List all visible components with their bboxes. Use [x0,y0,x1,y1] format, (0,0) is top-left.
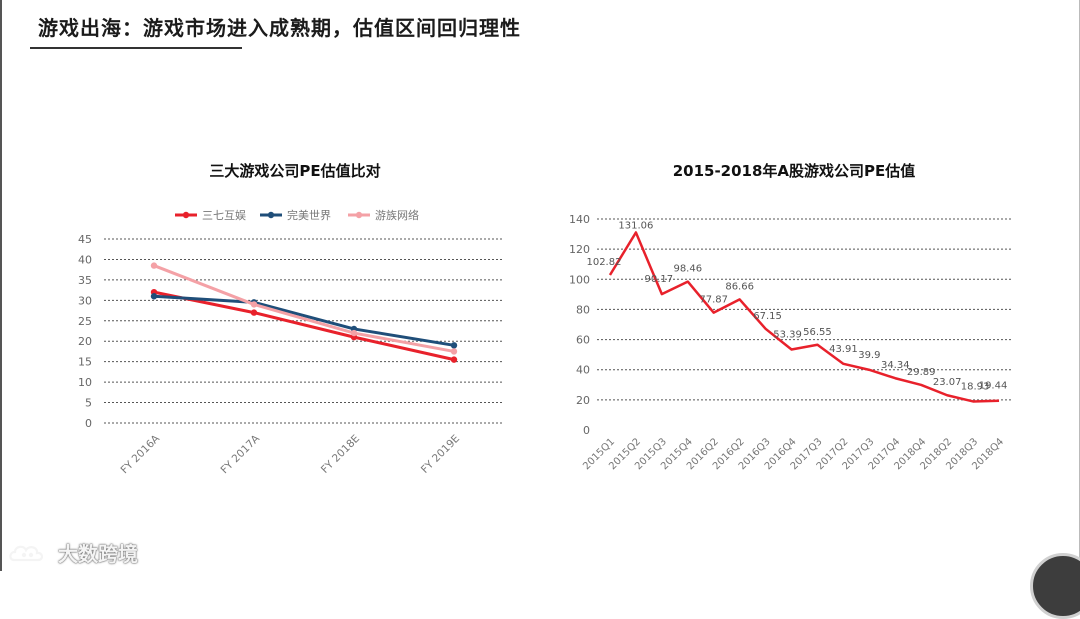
page-left-border [0,0,2,571]
corner-decoration [1030,553,1080,619]
series-line-1 [153,294,455,347]
cloud-logo-icon [9,545,44,561]
legend-marker-2 [355,211,363,219]
data-label: 98.46 [673,264,702,275]
y-tick-label: 120 [569,243,590,256]
y-tick-label: 45 [78,233,92,246]
y-tick-label: 40 [78,253,92,266]
y-tick-label: 140 [569,213,590,226]
legend-label-2: 游族网络 [375,208,419,222]
y-tick-label: 35 [78,274,92,287]
title-underline [30,47,242,49]
legend-label-0: 三七互娱 [202,208,246,222]
data-label: 56.55 [803,327,832,338]
data-label: 90.17 [645,274,674,285]
data-label: 86.66 [725,281,754,292]
chart1-title: 三大游戏公司PE估值比对 [209,162,380,180]
x-tick-label: FY 2016A [118,432,162,476]
data-point [250,309,258,316]
watermark-text: 大数跨境 [58,542,138,566]
series-line-pe [608,231,1000,403]
legend-label-1: 完美世界 [287,208,331,222]
a-share-pe-chart: 2015-2018年A股游戏公司PE估值02040608010012014020… [569,162,1012,472]
legend-marker-0 [182,211,190,219]
data-label: 23.07 [933,377,962,388]
data-point [150,262,158,269]
y-tick-label: 30 [78,294,92,307]
x-tick-label: FY 2017A [218,432,262,476]
data-point [150,293,158,300]
data-label: 102.82 [586,257,621,268]
data-label: 131.06 [618,220,653,231]
x-tick-label: FY 2018E [319,433,362,476]
data-label: 67.15 [753,311,782,322]
y-tick-label: 10 [78,376,92,389]
y-tick-label: 0 [85,417,92,430]
data-point [450,348,458,355]
y-tick-label: 5 [85,397,92,410]
data-label: 18.93 [961,381,990,392]
data-label: 39.9 [858,350,880,361]
data-label: 53.39 [773,330,802,341]
data-label: 29.89 [907,367,936,378]
data-point [450,342,458,349]
data-label: 77.87 [699,295,728,306]
y-tick-label: 40 [576,364,590,377]
watermark: 大数跨境 [8,538,138,567]
data-point [450,356,458,363]
data-label: 43.91 [829,344,858,355]
y-tick-label: 60 [576,334,590,347]
y-tick-label: 15 [78,356,92,369]
y-tick-label: 0 [583,424,590,437]
data-label: 34.34 [881,360,910,371]
y-tick-label: 20 [78,335,92,348]
series-line-0 [153,290,455,362]
series-line-2 [153,264,455,353]
data-point [350,329,358,337]
y-tick-label: 20 [576,394,590,407]
data-label: 19.44 [979,381,1008,392]
data-point [250,301,258,308]
legend-marker-1 [267,211,275,219]
y-tick-label: 100 [569,273,590,286]
chart2-title: 2015-2018年A股游戏公司PE估值 [673,162,916,180]
slide-title: 游戏出海：游戏市场进入成熟期，估值区间回归理性 [38,16,521,40]
y-tick-label: 25 [78,315,92,328]
y-tick-label: 80 [576,303,590,316]
x-tick-label: FY 2019E [419,433,462,476]
